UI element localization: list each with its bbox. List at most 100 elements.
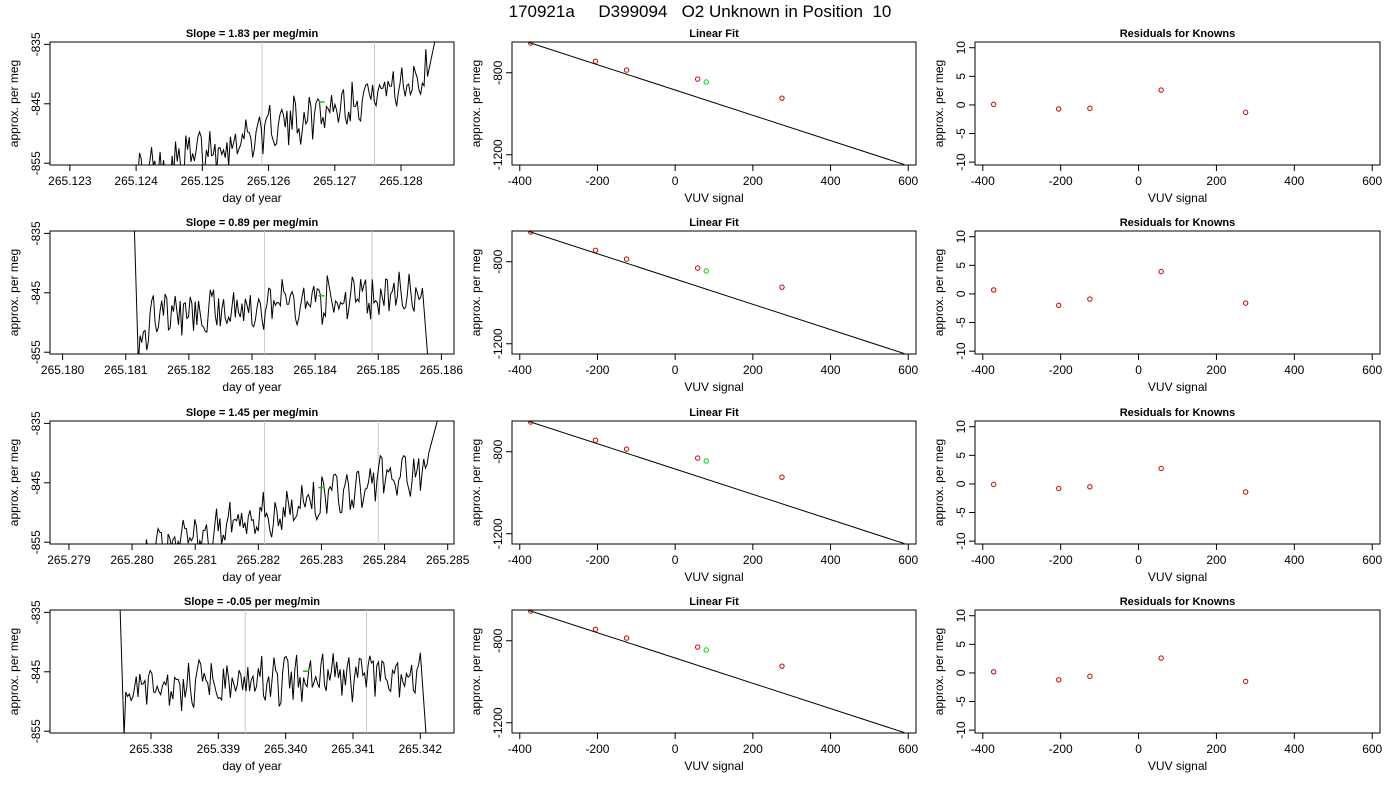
x-tick-label: 0 <box>1135 174 1142 188</box>
residual-point <box>990 287 997 293</box>
x-tick-label: 600 <box>1362 363 1382 377</box>
y-tick-label: -800 <box>491 439 505 463</box>
y-tick-label: -835 <box>29 411 43 435</box>
x-tick-label: 600 <box>1362 742 1382 756</box>
x-tick-label: 200 <box>743 174 763 188</box>
series-line <box>119 610 427 733</box>
residual-point <box>1242 489 1249 495</box>
y-tick-label: -10 <box>954 153 968 171</box>
panel-title: Linear Fit <box>689 407 739 419</box>
plot-area <box>527 610 905 733</box>
y-tick-label: -1200 <box>491 518 505 549</box>
y-axis-label: approx. per meg <box>932 60 946 147</box>
x-tick-label: -400 <box>971 174 995 188</box>
y-tick-label: -845 <box>29 280 43 304</box>
unknown-point <box>703 268 709 274</box>
panel-title: Slope = 0.89 per meg/min <box>186 217 319 229</box>
y-tick-label: 10 <box>954 230 968 244</box>
x-tick-label: -200 <box>1049 363 1073 377</box>
x-tick-label: -200 <box>1049 553 1073 567</box>
plot-area <box>527 421 905 544</box>
y-tick-label: -5 <box>954 128 968 139</box>
known-point <box>779 474 785 480</box>
x-tick-label: 400 <box>821 174 841 188</box>
plot-area <box>990 268 1249 309</box>
x-tick-label: 0 <box>672 553 679 567</box>
panel-1-2 <box>506 41 917 171</box>
x-tick-label: -400 <box>971 742 995 756</box>
x-tick-label: -400 <box>508 363 532 377</box>
known-point <box>623 635 630 641</box>
known-point <box>694 644 701 650</box>
y-tick-label: 5 <box>954 73 968 80</box>
x-tick-label: 265.184 <box>293 363 337 377</box>
unknown-point <box>703 458 709 464</box>
x-tick-label: 200 <box>1206 553 1226 567</box>
known-point <box>623 67 630 73</box>
x-tick-label: 265.341 <box>331 742 375 756</box>
series-line <box>138 42 436 165</box>
x-tick-label: -200 <box>1049 174 1073 188</box>
residual-point <box>990 101 997 108</box>
x-tick-label: 265.128 <box>379 174 423 188</box>
plot-area <box>527 42 905 165</box>
plot-area <box>527 231 905 354</box>
y-tick-label: -800 <box>491 60 505 84</box>
x-axis-label: day of year <box>222 570 281 584</box>
panel-2-1 <box>44 230 455 360</box>
fit-line <box>527 42 905 165</box>
panel-3-2 <box>506 420 917 550</box>
y-tick-label: -10 <box>954 532 968 550</box>
residual-point <box>1242 109 1249 116</box>
y-tick-label: 0 <box>954 290 968 297</box>
plot-area <box>990 87 1249 116</box>
known-point <box>592 626 599 632</box>
x-tick-label: 265.342 <box>399 742 443 756</box>
x-tick-label: -400 <box>508 742 532 756</box>
plot-frame <box>974 609 1381 734</box>
x-tick-label: 400 <box>1284 174 1304 188</box>
panel-2-3 <box>969 230 1381 360</box>
residual-point <box>1056 677 1062 683</box>
residual-point <box>1242 300 1249 306</box>
panel-title: Slope = -0.05 per meg/min <box>184 596 320 608</box>
x-axis-label: day of year <box>222 380 281 394</box>
panel-4-2 <box>506 609 917 739</box>
y-tick-label: 0 <box>954 480 968 487</box>
plot-area <box>133 231 429 354</box>
known-point <box>779 95 785 101</box>
known-point <box>592 247 599 253</box>
x-tick-label: -400 <box>508 174 532 188</box>
x-tick-label: 265.125 <box>181 174 225 188</box>
x-tick-label: 265.180 <box>41 363 85 377</box>
x-tick-label: 265.279 <box>47 553 91 567</box>
x-tick-label: 265.123 <box>48 174 92 188</box>
known-point <box>623 446 630 452</box>
x-tick-label: 0 <box>1135 553 1142 567</box>
residual-point <box>1056 302 1062 309</box>
plot-frame <box>49 230 455 355</box>
x-tick-label: 265.283 <box>300 553 344 567</box>
x-tick-label: 265.127 <box>313 174 357 188</box>
plot-area <box>990 465 1249 495</box>
plot-area <box>990 655 1249 685</box>
known-point <box>694 265 701 271</box>
y-tick-label: -800 <box>491 249 505 273</box>
panel-title: Linear Fit <box>689 596 739 608</box>
known-point <box>527 42 534 46</box>
x-tick-label: 200 <box>1206 174 1226 188</box>
x-tick-label: -200 <box>585 363 609 377</box>
y-tick-label: -800 <box>491 628 505 652</box>
x-tick-label: 0 <box>672 174 679 188</box>
x-tick-label: 0 <box>1135 363 1142 377</box>
x-tick-label: 265.126 <box>247 174 291 188</box>
x-tick-label: 600 <box>1362 553 1382 567</box>
residual-point <box>990 481 997 488</box>
panel-1-1 <box>44 41 455 171</box>
x-axis-label: VUV signal <box>1148 191 1207 205</box>
plot-area <box>119 610 427 733</box>
x-axis-label: VUV signal <box>1148 380 1207 394</box>
y-tick-label: -5 <box>954 507 968 518</box>
x-axis-label: VUV signal <box>1148 570 1207 584</box>
y-axis-label: approx. per meg <box>469 628 483 715</box>
